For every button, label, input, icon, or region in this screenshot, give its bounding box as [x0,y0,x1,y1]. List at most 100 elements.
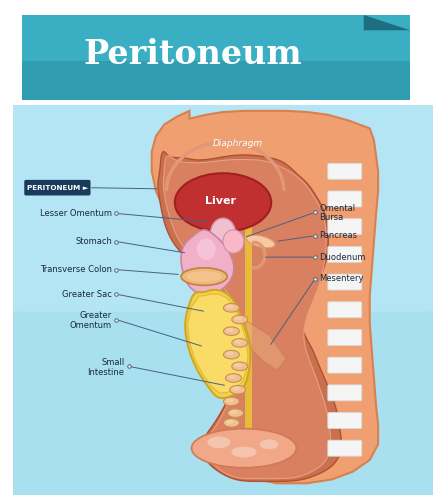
Text: Duodenum: Duodenum [319,252,366,262]
Polygon shape [152,111,378,484]
FancyBboxPatch shape [22,98,410,100]
FancyBboxPatch shape [22,98,410,100]
FancyBboxPatch shape [22,98,410,99]
FancyBboxPatch shape [22,98,410,100]
FancyBboxPatch shape [22,98,410,99]
FancyBboxPatch shape [22,99,410,100]
FancyBboxPatch shape [22,98,410,100]
FancyBboxPatch shape [22,99,410,100]
FancyBboxPatch shape [22,99,410,100]
FancyBboxPatch shape [22,98,410,100]
Text: PERITONEUM ►: PERITONEUM ► [27,184,88,190]
Ellipse shape [223,418,240,427]
FancyBboxPatch shape [22,99,410,100]
FancyBboxPatch shape [22,98,410,100]
Ellipse shape [181,268,227,285]
FancyBboxPatch shape [22,99,410,100]
FancyBboxPatch shape [22,98,410,99]
Ellipse shape [226,352,234,356]
FancyBboxPatch shape [22,98,410,100]
FancyBboxPatch shape [328,385,362,401]
Ellipse shape [211,218,235,250]
Polygon shape [158,152,341,481]
Text: Stomach: Stomach [75,237,112,246]
Ellipse shape [234,340,242,344]
FancyBboxPatch shape [22,98,410,100]
FancyBboxPatch shape [22,99,410,100]
FancyBboxPatch shape [22,98,410,99]
FancyBboxPatch shape [22,99,410,100]
FancyBboxPatch shape [22,98,410,100]
FancyBboxPatch shape [22,98,410,100]
FancyBboxPatch shape [22,98,410,99]
Ellipse shape [231,446,256,458]
FancyBboxPatch shape [328,246,362,262]
FancyBboxPatch shape [22,99,410,100]
Ellipse shape [223,397,240,406]
Text: Lesser Omentum: Lesser Omentum [40,209,112,218]
FancyBboxPatch shape [22,98,410,100]
Ellipse shape [228,375,235,379]
Polygon shape [185,290,250,398]
FancyBboxPatch shape [22,98,410,99]
Text: Pancreas: Pancreas [319,231,357,240]
Ellipse shape [226,398,234,402]
FancyBboxPatch shape [22,99,410,100]
FancyBboxPatch shape [22,99,410,100]
FancyBboxPatch shape [7,103,439,500]
FancyBboxPatch shape [328,164,362,180]
FancyBboxPatch shape [24,180,91,196]
FancyBboxPatch shape [22,98,410,100]
FancyBboxPatch shape [22,99,410,100]
Ellipse shape [226,420,234,424]
FancyBboxPatch shape [22,99,410,100]
FancyBboxPatch shape [22,99,410,100]
Ellipse shape [232,386,240,390]
FancyBboxPatch shape [0,10,434,105]
FancyBboxPatch shape [22,99,410,100]
FancyBboxPatch shape [22,98,410,100]
FancyBboxPatch shape [328,274,362,290]
Ellipse shape [223,350,240,359]
FancyBboxPatch shape [22,99,410,100]
FancyBboxPatch shape [22,98,410,100]
Ellipse shape [260,440,279,449]
FancyBboxPatch shape [22,98,410,100]
FancyBboxPatch shape [0,61,434,105]
FancyBboxPatch shape [22,99,410,100]
Text: Diaphragm: Diaphragm [213,140,263,148]
FancyBboxPatch shape [328,218,362,234]
FancyBboxPatch shape [328,191,362,207]
FancyBboxPatch shape [328,357,362,373]
FancyBboxPatch shape [22,99,410,100]
Ellipse shape [230,386,246,394]
FancyBboxPatch shape [22,98,410,99]
Text: Greater: Greater [80,311,112,320]
FancyBboxPatch shape [22,99,410,100]
Text: Bursa: Bursa [319,213,344,222]
FancyBboxPatch shape [22,99,410,100]
FancyBboxPatch shape [22,99,410,100]
FancyBboxPatch shape [22,99,410,100]
FancyBboxPatch shape [22,98,410,100]
FancyBboxPatch shape [22,98,410,100]
FancyBboxPatch shape [22,98,410,99]
FancyBboxPatch shape [22,98,410,100]
FancyBboxPatch shape [22,98,410,99]
FancyBboxPatch shape [22,99,410,100]
FancyBboxPatch shape [22,99,410,100]
FancyBboxPatch shape [22,98,410,100]
Text: Transverse Colon: Transverse Colon [40,265,112,274]
FancyBboxPatch shape [22,99,410,100]
Ellipse shape [226,328,234,332]
FancyBboxPatch shape [22,98,410,100]
FancyBboxPatch shape [22,98,410,100]
Text: Mesentery: Mesentery [319,274,364,283]
FancyBboxPatch shape [22,98,410,100]
Ellipse shape [230,410,238,414]
Ellipse shape [175,174,271,232]
FancyBboxPatch shape [22,99,410,100]
FancyBboxPatch shape [22,99,410,100]
FancyBboxPatch shape [22,99,410,100]
Ellipse shape [227,409,244,418]
